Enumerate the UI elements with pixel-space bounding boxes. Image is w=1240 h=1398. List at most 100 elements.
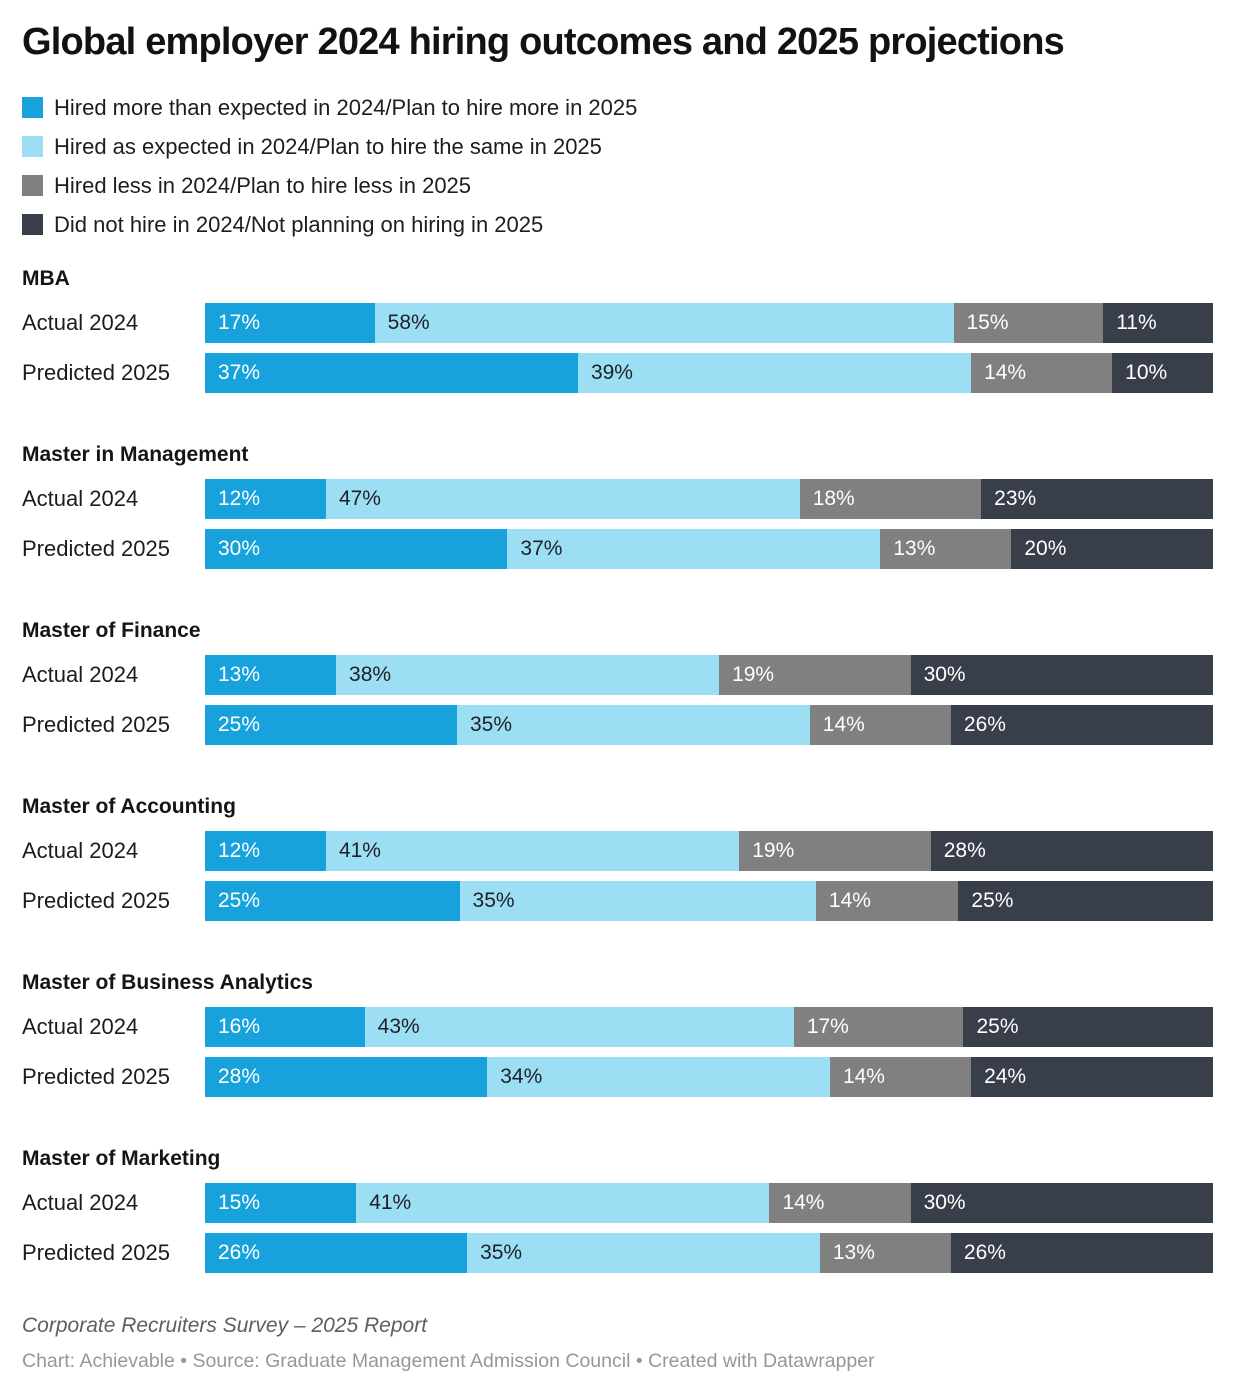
bar-segment: 15%: [205, 1183, 357, 1223]
bar-segment: 19%: [739, 831, 931, 871]
stacked-bar: 12% 47% 18% 23%: [205, 479, 1213, 519]
chart-section: Master of Finance Actual 2024 13% 38% 19% 3…: [22, 620, 1213, 745]
chart-section: Master of Accounting Actual 2024 12% 41% 1…: [22, 796, 1213, 921]
bar-segment: 25%: [963, 1007, 1213, 1047]
legend-item-label: Did not hire in 2024/Not planning on hir…: [54, 211, 544, 237]
bar-segment: 16%: [205, 1007, 365, 1047]
bar-segment: 12%: [205, 831, 326, 871]
bar-segment: 23%: [981, 479, 1213, 519]
bar-segment: 47%: [325, 479, 800, 519]
stacked-bar: 17% 58% 15% 11%: [205, 303, 1213, 343]
section-title: Master of Business Analytics: [22, 971, 313, 994]
bar-segment: 43%: [364, 1007, 794, 1047]
bar-row-label: Predicted 2025: [22, 888, 170, 913]
legend-swatch-icon: [22, 136, 43, 157]
bar-segment: 58%: [374, 303, 954, 343]
bar-segment: 30%: [205, 529, 508, 569]
legend-swatch-icon: [22, 175, 43, 196]
section-title: Master in Management: [22, 443, 249, 466]
stacked-bar: 12% 41% 19% 28%: [205, 831, 1213, 871]
bar-segment: 14%: [971, 353, 1113, 393]
bar-segment: 38%: [336, 655, 720, 695]
bar-segment: 30%: [910, 1183, 1213, 1223]
legend-item: Hired as expected in 2024/Plan to hire t…: [22, 127, 1213, 166]
legend-swatch-icon: [22, 97, 43, 118]
legend-item: Hired more than expected in 2024/Plan to…: [22, 88, 1213, 127]
bar-segment: 25%: [205, 881, 460, 921]
bar-row-label: Predicted 2025: [22, 712, 170, 737]
stacked-bar: 37% 39% 14% 10%: [205, 353, 1213, 393]
bar-row-label: Actual 2024: [22, 1014, 139, 1039]
stacked-bar: 30% 37% 13% 20%: [205, 529, 1213, 569]
bar-segment: 37%: [507, 529, 881, 569]
chart-section: Master in Management Actual 2024 12% 47% 1…: [22, 444, 1213, 569]
legend-item: Hired less in 2024/Plan to hire less in …: [22, 166, 1213, 205]
legend: Hired more than expected in 2024/Plan to…: [22, 88, 1213, 244]
chart-title: Global employer 2024 hiring outcomes and…: [22, 21, 1065, 63]
bar-segment: 14%: [769, 1183, 911, 1223]
stacked-bar: 25% 35% 14% 26%: [205, 705, 1213, 745]
bar-segment: 13%: [880, 529, 1012, 569]
bar-segment: 14%: [829, 1057, 972, 1097]
bar-segment: 39%: [577, 353, 972, 393]
bar-segment: 26%: [950, 1233, 1213, 1273]
bar-row: Predicted 2025 37% 39% 14% 10%: [22, 353, 1213, 393]
bar-row: Predicted 2025 28% 34% 14% 24%: [22, 1057, 1213, 1097]
chart-sections: MBA Actual 2024 17% 58% 15% 11% Predicted 2…: [22, 268, 1213, 1273]
bar-segment: 35%: [457, 705, 810, 745]
bar-row-label: Predicted 2025: [22, 1240, 170, 1265]
footer: Corporate Recruiters Survey – 2025 Repor…: [22, 1313, 1213, 1373]
bar-row: Predicted 2025 30% 37% 13% 20%: [22, 529, 1213, 569]
bar-segment: 10%: [1112, 353, 1213, 393]
footer-note: Corporate Recruiters Survey – 2025 Repor…: [22, 1314, 428, 1337]
bar-row: Predicted 2025 26% 35% 13% 26%: [22, 1233, 1213, 1273]
bar-row-label: Predicted 2025: [22, 360, 170, 385]
legend-swatch-icon: [22, 214, 43, 235]
bar-row: Actual 2024 16% 43% 17% 25%: [22, 1007, 1213, 1047]
stacked-bar: 15% 41% 14% 30%: [205, 1183, 1213, 1223]
stacked-bar: 16% 43% 17% 25%: [205, 1007, 1213, 1047]
bar-row: Actual 2024 17% 58% 15% 11%: [22, 303, 1213, 343]
chart-section: MBA Actual 2024 17% 58% 15% 11% Predicted 2…: [22, 268, 1213, 393]
bar-segment: 35%: [459, 881, 816, 921]
section-title: Master of Finance: [22, 619, 201, 642]
section-title: MBA: [22, 267, 70, 290]
bar-segment: 26%: [950, 705, 1213, 745]
bar-segment: 13%: [205, 655, 337, 695]
bar-row-label: Predicted 2025: [22, 536, 170, 561]
bar-row-label: Predicted 2025: [22, 1064, 170, 1089]
stacked-bar: 26% 35% 13% 26%: [205, 1233, 1213, 1273]
bar-segment: 41%: [356, 1183, 770, 1223]
bar-row: Predicted 2025 25% 35% 14% 26%: [22, 705, 1213, 745]
bar-segment: 25%: [205, 705, 457, 745]
bar-segment: 28%: [205, 1057, 488, 1097]
bar-row-label: Actual 2024: [22, 310, 139, 335]
bar-segment: 12%: [205, 479, 326, 519]
bar-segment: 13%: [819, 1233, 951, 1273]
section-title: Master of Accounting: [22, 795, 236, 818]
bar-segment: 26%: [205, 1233, 468, 1273]
bar-segment: 19%: [719, 655, 911, 695]
bar-segment: 41%: [325, 831, 740, 871]
bar-segment: 24%: [971, 1057, 1213, 1097]
bar-segment: 35%: [467, 1233, 820, 1273]
legend-item: Did not hire in 2024/Not planning on hir…: [22, 205, 1213, 244]
chart-section: Master of Business Analytics Actual 2024…: [22, 972, 1213, 1097]
bar-row: Actual 2024 13% 38% 19% 30%: [22, 655, 1213, 695]
bar-segment: 17%: [793, 1007, 964, 1047]
bar-row: Predicted 2025 25% 35% 14% 25%: [22, 881, 1213, 921]
bar-segment: 18%: [799, 479, 982, 519]
bar-row: Actual 2024 15% 41% 14% 30%: [22, 1183, 1213, 1223]
legend-item-label: Hired less in 2024/Plan to hire less in …: [54, 172, 472, 198]
bar-row: Actual 2024 12% 47% 18% 23%: [22, 479, 1213, 519]
legend-item-label: Hired as expected in 2024/Plan to hire t…: [54, 133, 602, 159]
bar-row: Actual 2024 12% 41% 19% 28%: [22, 831, 1213, 871]
stacked-bar: 13% 38% 19% 30%: [205, 655, 1213, 695]
bar-segment: 15%: [953, 303, 1104, 343]
legend-item-label: Hired more than expected in 2024/Plan to…: [54, 94, 638, 120]
bar-row-label: Actual 2024: [22, 486, 139, 511]
bar-segment: 17%: [205, 303, 375, 343]
bar-row-label: Actual 2024: [22, 662, 139, 687]
bar-row-label: Actual 2024: [22, 838, 139, 863]
